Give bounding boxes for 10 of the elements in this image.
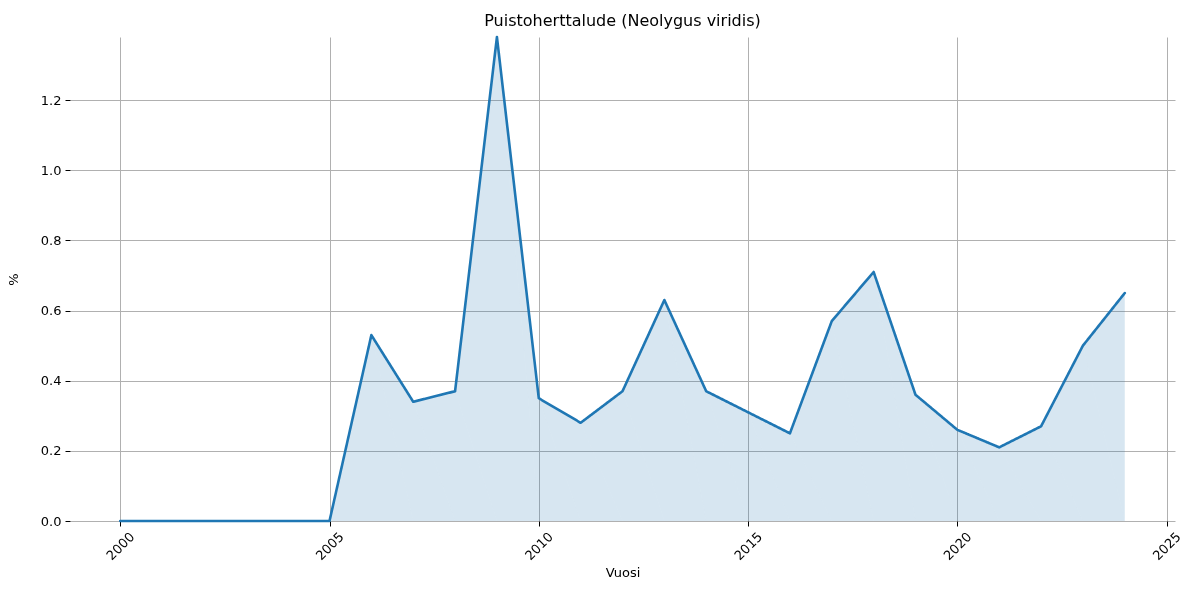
y-tick-label: 1.0 xyxy=(40,162,62,178)
chart-title: Puistoherttalude (Neolygus viridis) xyxy=(484,10,761,30)
y-tick-label: 1.2 xyxy=(40,92,62,108)
y-tick-label: 0.2 xyxy=(40,443,62,459)
y-tick-label: 0.8 xyxy=(40,232,62,248)
y-tick-label: 0.6 xyxy=(40,303,62,319)
y-tick-label: 0.4 xyxy=(40,373,62,389)
x-axis-title: Vuosi xyxy=(605,565,641,581)
y-axis-title: % xyxy=(5,273,21,286)
y-tick-label: 0.0 xyxy=(40,513,62,529)
